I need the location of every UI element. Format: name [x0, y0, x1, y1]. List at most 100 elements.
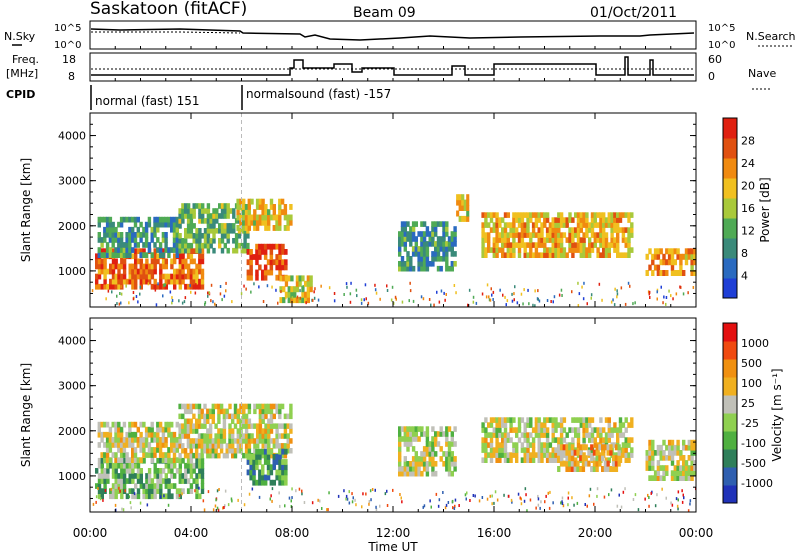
heatmap-cell: [524, 487, 527, 491]
heatmap-cell: [147, 247, 152, 253]
heatmap-cell: [161, 252, 166, 258]
heatmap-cell: [111, 242, 115, 248]
heatmap-cell: [689, 502, 691, 506]
heatmap-cell: [571, 232, 575, 238]
heatmap-cell: [458, 504, 460, 507]
heatmap-cell: [269, 198, 274, 205]
heatmap-cell: [258, 438, 263, 444]
heatmap-cell: [281, 259, 285, 266]
heatmap-cell: [139, 468, 143, 474]
heatmap-cell: [601, 298, 603, 302]
heatmap-cell: [198, 213, 202, 219]
heatmap-cell: [206, 443, 210, 449]
heatmap-cell: [252, 469, 256, 476]
heatmap-cell: [120, 493, 124, 500]
heatmap-cell: [170, 483, 174, 489]
heatmap-cell: [284, 504, 286, 508]
heatmap-cell: [431, 456, 435, 462]
heatmap-cell: [520, 502, 523, 506]
heatmap-cell: [573, 460, 577, 467]
heatmap-cell: [298, 280, 302, 287]
heatmap-cell: [200, 443, 204, 449]
heatmap-cell: [280, 433, 285, 439]
heatmap-cell: [681, 500, 684, 504]
heatmap-cell: [242, 438, 246, 444]
heatmap-cell: [125, 216, 129, 223]
heatmap-cell: [422, 251, 427, 257]
heatmap-cell: [263, 479, 268, 486]
heatmap-cell: [250, 198, 254, 205]
y-tick-label: 3000: [58, 175, 86, 188]
heatmap-cell: [200, 452, 204, 459]
heatmap-cell: [613, 237, 617, 243]
heatmap-cell: [281, 479, 285, 486]
heatmap-cell: [495, 242, 499, 248]
heatmap-cell: [411, 461, 416, 467]
heatmap-cell: [540, 457, 544, 463]
heatmap-cell: [586, 504, 588, 508]
heatmap-cell: [607, 432, 611, 438]
heatmap-cell: [648, 455, 652, 461]
heatmap-cell: [134, 268, 138, 275]
heatmap-cell: [673, 450, 677, 456]
heatmap-cell: [607, 242, 611, 248]
heatmap-cell: [436, 256, 441, 262]
heatmap-cell: [529, 452, 533, 458]
heatmap-cell: [252, 474, 256, 481]
heatmap-cell: [111, 263, 116, 270]
heatmap-cell: [125, 452, 129, 458]
heatmap-cell: [209, 242, 213, 249]
heatmap-cell: [100, 216, 104, 223]
heatmap-cell: [568, 466, 572, 472]
heatmap-cell: [581, 460, 586, 467]
heatmap-cell: [551, 417, 555, 423]
heatmap-cell: [509, 422, 513, 428]
heatmap-cell: [414, 436, 418, 442]
heatmap-cell: [485, 295, 488, 299]
heatmap-cell: [602, 252, 606, 258]
heatmap-cell: [417, 261, 421, 267]
heatmap-cell: [206, 203, 211, 209]
heatmap-cell: [610, 300, 613, 304]
heatmap-cell: [616, 242, 620, 248]
heatmap-cell: [588, 432, 592, 438]
heatmap-cell: [576, 466, 580, 472]
heatmap-cell: [543, 252, 547, 258]
heatmap-cell: [282, 286, 286, 293]
heatmap-cell: [197, 403, 202, 410]
heatmap-cell: [181, 413, 185, 420]
heatmap-cell: [229, 223, 233, 229]
heatmap-cell: [212, 223, 216, 229]
heatmap-cell: [403, 261, 407, 267]
heatmap-cell: [220, 247, 225, 254]
heatmap-cell: [244, 448, 249, 454]
heatmap-cell: [252, 254, 256, 260]
heatmap-cell: [627, 247, 631, 253]
heatmap-cell: [263, 249, 268, 255]
heatmap-cell: [195, 283, 199, 290]
heatmap-cell: [95, 258, 99, 265]
heatmap-cell: [598, 455, 602, 462]
heatmap-cell: [278, 198, 282, 205]
heatmap-cell: [534, 222, 539, 228]
heatmap-cell: [400, 436, 405, 442]
heatmap-cell: [175, 468, 180, 474]
heatmap-cell: [529, 252, 533, 258]
heatmap-cell: [420, 221, 424, 227]
heatmap-cell: [291, 487, 293, 491]
heatmap-cell: [134, 462, 138, 469]
heatmap-cell: [147, 442, 152, 448]
heatmap-cell: [420, 261, 424, 267]
heatmap-cell: [131, 283, 135, 290]
heatmap-cell: [679, 475, 683, 481]
heatmap-cell: [420, 256, 424, 262]
heatmap-cell: [278, 491, 280, 495]
heatmap-cell: [590, 455, 594, 462]
heatmap-cell: [562, 437, 567, 443]
heatmap-cell: [559, 427, 564, 433]
heatmap-cell: [136, 216, 140, 223]
heatmap-cell: [540, 500, 542, 504]
heatmap-cell: [110, 487, 112, 491]
heatmap-cell: [114, 421, 118, 428]
heatmap-cell: [231, 499, 233, 503]
